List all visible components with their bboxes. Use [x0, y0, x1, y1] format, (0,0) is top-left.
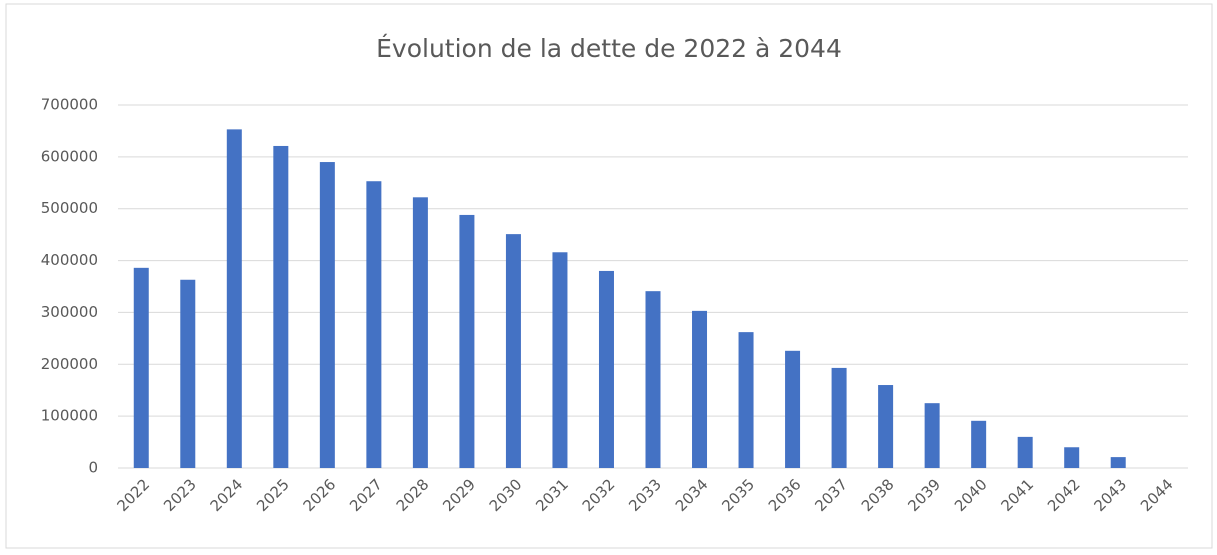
bar: [412, 197, 428, 468]
bar: [552, 252, 568, 468]
bar: [366, 181, 382, 469]
chart-title: Évolution de la dette de 2022 à 2044: [376, 34, 842, 63]
bar: [1064, 447, 1080, 468]
bar: [971, 420, 987, 468]
bar: [273, 145, 289, 468]
bar: [319, 162, 335, 469]
y-tick-label: 500000: [41, 199, 98, 217]
bar: [459, 214, 475, 468]
bar: [738, 332, 754, 468]
bar: [1110, 457, 1126, 468]
y-tick-label: 100000: [41, 407, 98, 425]
bar: [785, 350, 801, 468]
bar: [133, 267, 149, 468]
y-tick-label: 600000: [41, 147, 98, 165]
y-tick-label: 700000: [41, 96, 98, 114]
y-tick-label: 400000: [41, 251, 98, 269]
bar: [598, 270, 614, 468]
bar: [505, 234, 521, 468]
bar: [924, 403, 940, 468]
y-tick-label: 300000: [41, 303, 98, 321]
bar: [878, 385, 894, 468]
bar: [180, 279, 196, 468]
bar: [692, 310, 708, 468]
y-tick-label: 200000: [41, 355, 98, 373]
y-tick-label: 0: [88, 459, 98, 477]
bar: [831, 367, 847, 468]
bar: [226, 129, 242, 468]
bar: [1017, 436, 1033, 468]
bar: [645, 291, 661, 468]
